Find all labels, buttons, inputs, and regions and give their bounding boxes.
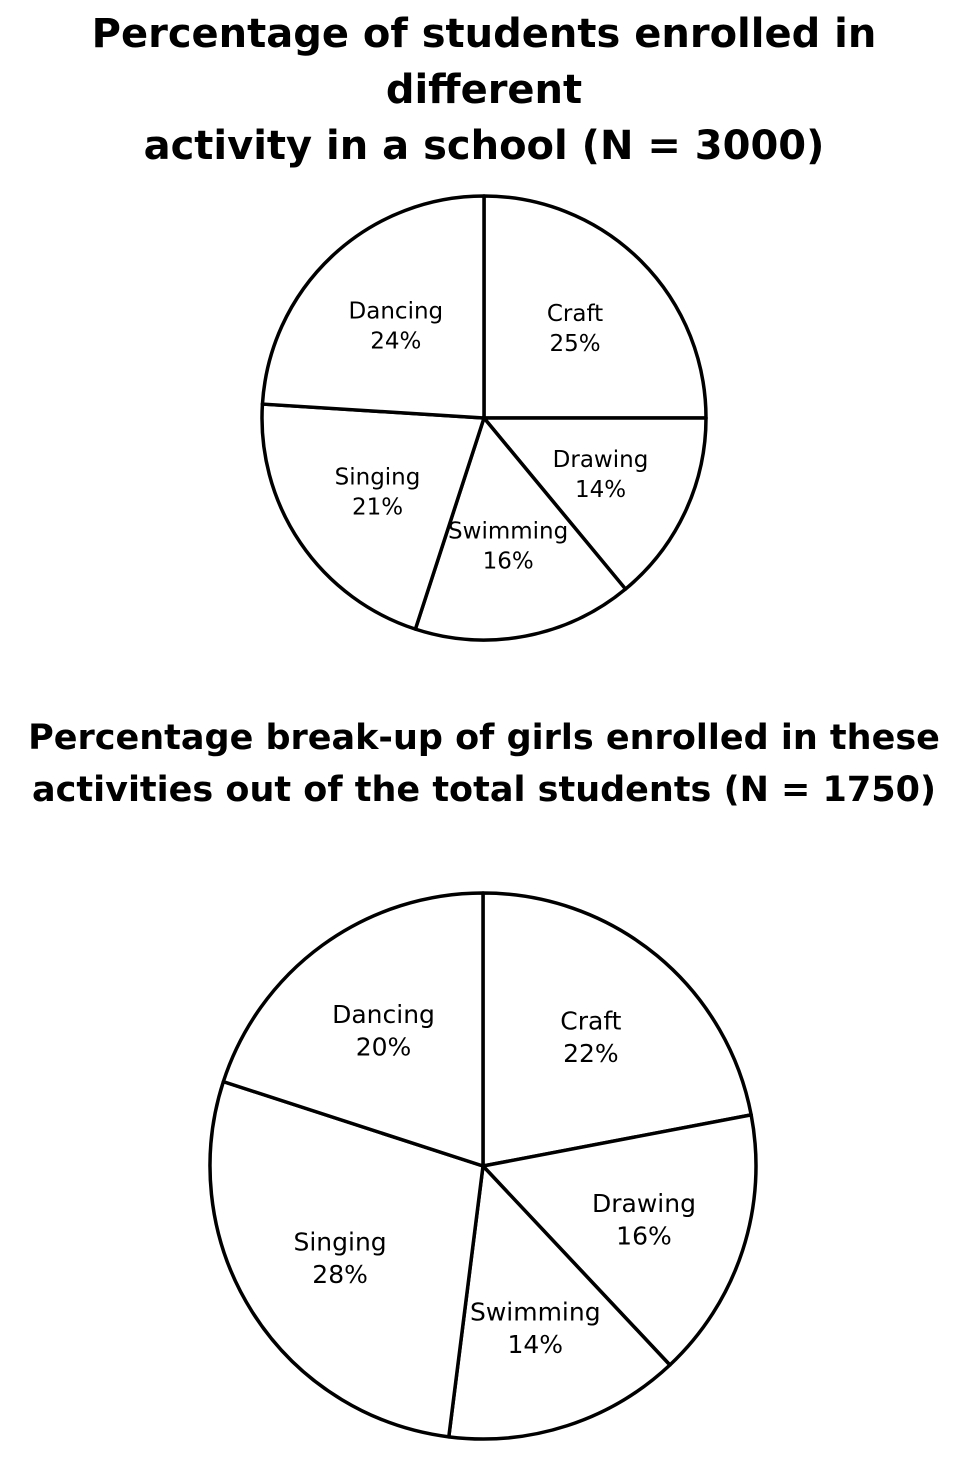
pie-2-value-drawing: 16% — [616, 1222, 672, 1251]
chart-2-title: Percentage break-up of girls enrolled in… — [0, 712, 968, 816]
pie-1-label-drawing: Drawing — [553, 447, 649, 473]
pie-1-value-singing: 21% — [352, 495, 403, 521]
pie-2-slice-dancing — [221, 891, 485, 1168]
pie-1-value-drawing: 14% — [575, 477, 626, 503]
pie-chart-students: Craft 25% Drawing 14% Swimming 16% Singing 21% D… — [260, 194, 708, 642]
pie-2-slice-swimming — [447, 1164, 672, 1441]
chart-2-title-line-2: activities out of the total students (N … — [32, 770, 936, 810]
pie-1-label-singing: Singing — [335, 465, 421, 491]
pie-2-slice-craft — [481, 891, 753, 1168]
pie-1-slice-singing — [260, 402, 486, 631]
pie-2-label-dancing: Dancing — [332, 1000, 435, 1029]
pie-1-slice-dancing — [260, 194, 486, 420]
pie-2-slice-singing — [208, 1079, 485, 1439]
pie-1-label-dancing: Dancing — [349, 298, 444, 324]
chart-1-title-line-2: activity in a school (N = 3000) — [143, 123, 825, 169]
pie-1-value-craft: 25% — [549, 331, 600, 357]
pie-2-label-drawing: Drawing — [592, 1189, 696, 1218]
pie-1-label-craft: Craft — [547, 301, 603, 327]
pie-2-value-swimming: 14% — [508, 1330, 564, 1359]
pie-2-label-swimming: Swimming — [470, 1298, 601, 1327]
pie-1-label-swimming: Swimming — [448, 519, 568, 545]
pie-2-value-singing: 28% — [312, 1260, 368, 1289]
pie-1-value-swimming: 16% — [483, 549, 534, 575]
pie-2-label-craft: Craft — [560, 1006, 621, 1035]
pie-1-slice-swimming — [413, 416, 628, 642]
pie-2-value-dancing: 20% — [356, 1032, 412, 1061]
pie-1-value-dancing: 24% — [370, 328, 421, 354]
chart-2-title-line-1: Percentage break-up of girls enrolled in… — [28, 718, 940, 758]
chart-1-title-line-1: Percentage of students enrolled in diffe… — [91, 11, 877, 113]
pie-1-slice-drawing — [482, 416, 708, 591]
pie-2-label-singing: Singing — [293, 1227, 386, 1256]
chart-1-title: Percentage of students enrolled in diffe… — [0, 6, 968, 174]
pie-1-slice-craft — [482, 194, 708, 420]
pie-2-value-craft: 22% — [563, 1039, 619, 1068]
pie-2-slice-drawing — [481, 1113, 758, 1367]
